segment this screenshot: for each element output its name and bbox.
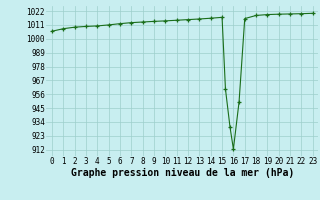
X-axis label: Graphe pression niveau de la mer (hPa): Graphe pression niveau de la mer (hPa) bbox=[71, 168, 294, 178]
